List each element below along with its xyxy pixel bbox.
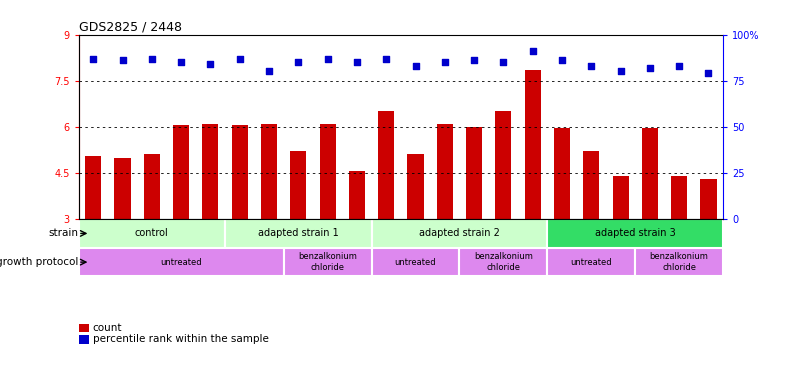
Point — [615, 68, 627, 74]
Bar — [144, 154, 160, 219]
Text: adapted strain 3: adapted strain 3 — [595, 228, 676, 238]
Text: untreated: untreated — [395, 258, 436, 266]
Text: adapted strain 2: adapted strain 2 — [419, 228, 500, 238]
Text: control: control — [135, 228, 169, 238]
Point — [351, 59, 363, 65]
Bar — [372, 219, 547, 248]
Point — [439, 59, 451, 65]
Bar — [554, 128, 570, 219]
Bar — [115, 157, 130, 219]
Text: GDS2825 / 2448: GDS2825 / 2448 — [79, 20, 182, 33]
Bar — [671, 176, 687, 219]
Text: adapted strain 1: adapted strain 1 — [258, 228, 339, 238]
Point — [556, 57, 568, 63]
Bar — [583, 151, 600, 219]
Bar — [284, 248, 372, 276]
Text: benzalkonium
chloride: benzalkonium chloride — [650, 252, 709, 272]
Bar — [495, 111, 512, 219]
Point — [321, 55, 334, 61]
Bar — [547, 248, 635, 276]
Bar — [700, 179, 717, 219]
Bar — [612, 176, 629, 219]
Point — [233, 55, 246, 61]
Bar — [79, 248, 284, 276]
Point — [468, 57, 480, 63]
Text: count: count — [93, 323, 123, 333]
Point — [145, 55, 158, 61]
Bar — [261, 124, 277, 219]
Bar — [466, 127, 482, 219]
Bar — [173, 125, 189, 219]
Text: strain: strain — [48, 228, 78, 238]
Bar — [547, 219, 723, 248]
Point — [380, 55, 392, 61]
Point — [174, 59, 187, 65]
Point — [497, 59, 509, 65]
Text: untreated: untreated — [160, 258, 202, 266]
Text: benzalkonium
chloride: benzalkonium chloride — [298, 252, 357, 272]
Text: untreated: untreated — [571, 258, 612, 266]
Point — [644, 65, 656, 71]
Point — [673, 63, 685, 69]
Bar — [202, 124, 219, 219]
Point — [585, 63, 597, 69]
Point — [204, 61, 217, 67]
Bar — [372, 248, 460, 276]
Point — [702, 70, 714, 76]
Text: growth protocol: growth protocol — [0, 257, 78, 267]
Bar — [407, 154, 424, 219]
Bar — [635, 248, 723, 276]
Bar — [290, 151, 307, 219]
Point — [292, 59, 305, 65]
Bar — [85, 156, 101, 219]
Bar — [320, 124, 336, 219]
Bar — [524, 70, 541, 219]
Text: benzalkonium
chloride: benzalkonium chloride — [474, 252, 533, 272]
Point — [410, 63, 422, 69]
Bar — [437, 124, 453, 219]
Text: percentile rank within the sample: percentile rank within the sample — [93, 334, 269, 344]
Bar — [642, 128, 658, 219]
Bar — [378, 111, 395, 219]
Bar — [225, 219, 372, 248]
Point — [87, 55, 100, 61]
Bar — [79, 219, 225, 248]
Point — [116, 57, 129, 63]
Point — [527, 48, 539, 54]
Point — [263, 68, 275, 74]
Bar — [232, 125, 248, 219]
Bar — [349, 171, 365, 219]
Bar — [460, 248, 547, 276]
